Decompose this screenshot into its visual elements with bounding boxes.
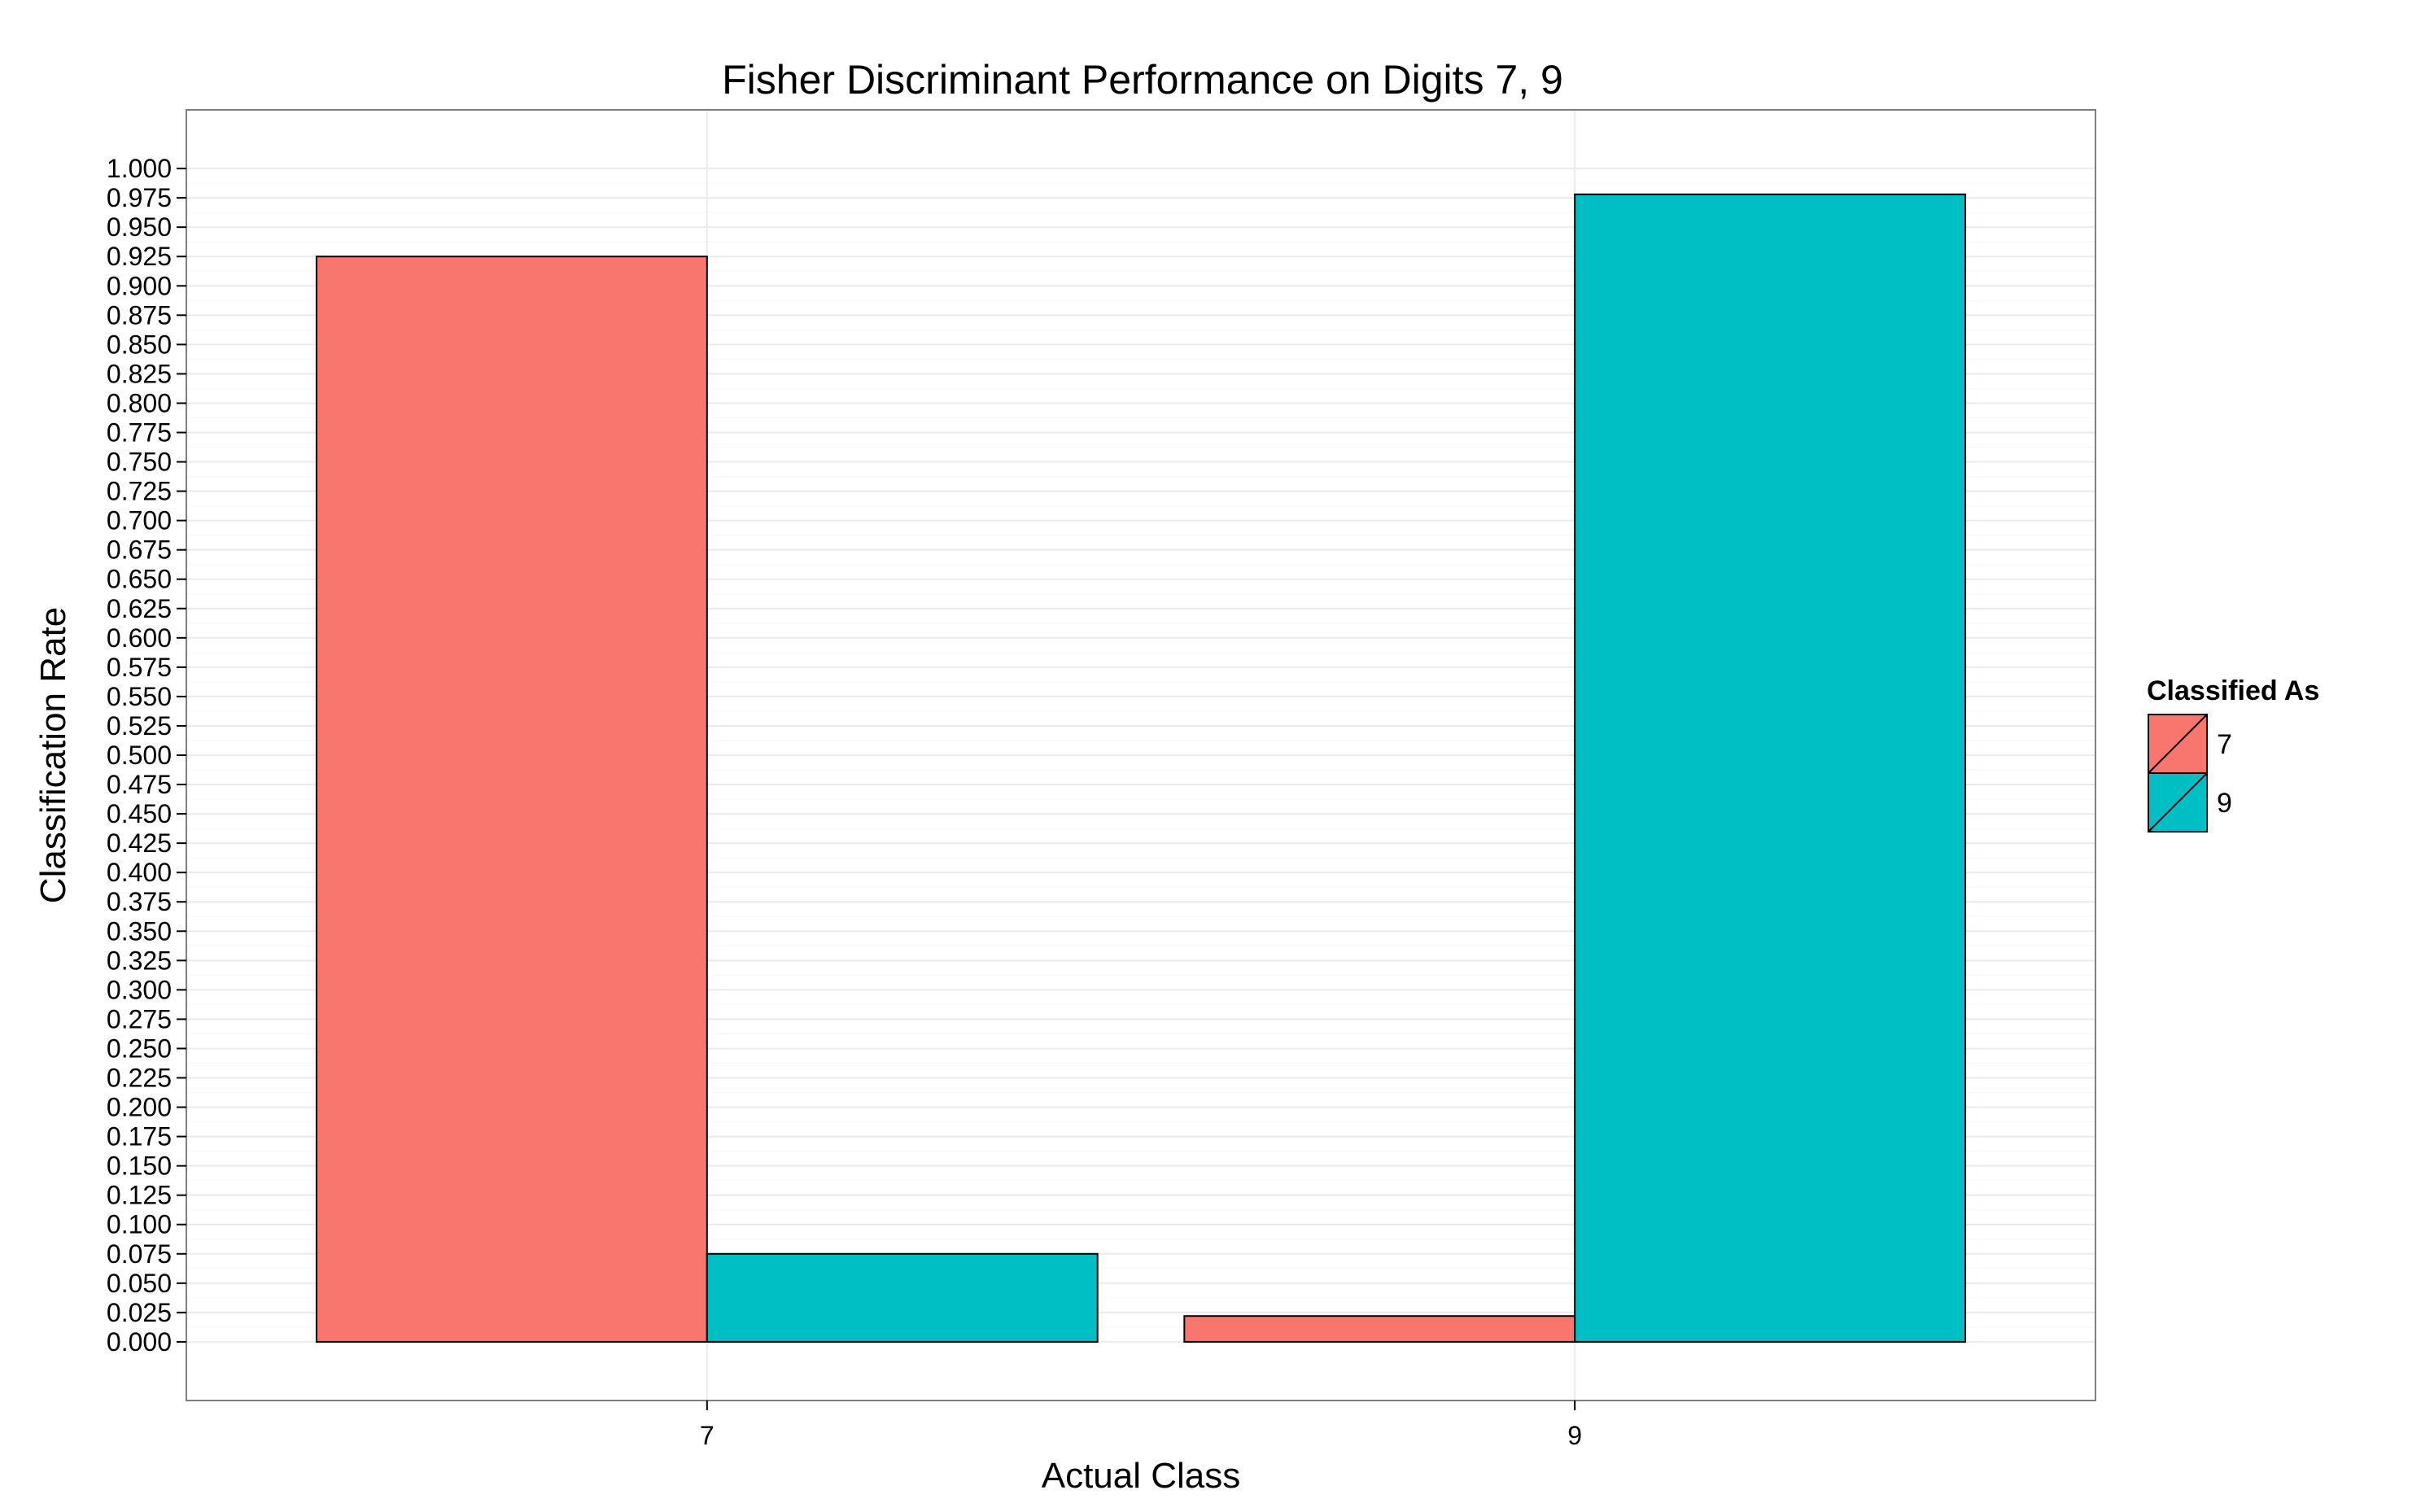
y-tick-label: 0.975 — [107, 183, 172, 212]
y-tick-label: 0.825 — [107, 359, 172, 388]
y-tick-label: 1.000 — [107, 154, 172, 183]
y-tick-label: 0.950 — [107, 212, 172, 242]
y-tick-label: 0.175 — [107, 1122, 172, 1151]
y-tick-label: 0.300 — [107, 975, 172, 1004]
bars — [315, 193, 1967, 1343]
y-tick-label: 0.225 — [107, 1064, 172, 1093]
y-tick-label: 0.375 — [107, 887, 172, 916]
y-tick-label: 0.625 — [107, 594, 172, 623]
legend: Classified As 7 9 — [2147, 675, 2319, 832]
bar-7-classified-9 — [706, 1252, 1099, 1343]
y-tick-label: 0.725 — [107, 477, 172, 506]
y-tick-label: 0.100 — [107, 1210, 172, 1239]
y-tick-label: 0.775 — [107, 418, 172, 448]
y-axis: 0.0000.0250.0500.0750.1000.1250.1500.175… — [107, 154, 186, 1357]
y-tick-label: 0.150 — [107, 1151, 172, 1181]
y-tick-label: 0.900 — [107, 271, 172, 300]
legend-key-slash — [2148, 772, 2208, 832]
y-tick-label: 0.800 — [107, 388, 172, 417]
y-tick-label: 0.550 — [107, 682, 172, 711]
chart-title: Fisher Discriminant Performance on Digit… — [722, 57, 1563, 103]
y-tick-label: 0.575 — [107, 653, 172, 682]
y-tick-label: 0.675 — [107, 535, 172, 565]
y-tick-label: 0.500 — [107, 741, 172, 770]
bar-7-classified-7 — [315, 256, 708, 1343]
y-tick-label: 0.025 — [107, 1298, 172, 1327]
y-tick-label: 0.525 — [107, 711, 172, 741]
legend-key-slash — [2148, 714, 2208, 774]
x-tick-label: 9 — [1567, 1421, 1582, 1450]
y-tick-label: 0.350 — [107, 916, 172, 946]
y-tick-label: 0.450 — [107, 799, 172, 828]
y-tick-label: 0.325 — [107, 946, 172, 975]
y-tick-label: 0.275 — [107, 1004, 172, 1033]
y-tick-label: 0.250 — [107, 1033, 172, 1063]
y-tick-label: 0.850 — [107, 330, 172, 359]
y-tick-label: 0.125 — [107, 1181, 172, 1210]
y-tick-label: 0.475 — [107, 770, 172, 799]
y-tick-label: 0.925 — [107, 242, 172, 271]
y-tick-label: 0.650 — [107, 565, 172, 594]
y-tick-label: 0.050 — [107, 1269, 172, 1298]
legend-title: Classified As — [2147, 675, 2319, 706]
y-tick-label: 0.075 — [107, 1239, 172, 1269]
y-tick-label: 0.000 — [107, 1327, 172, 1357]
y-tick-label: 0.875 — [107, 300, 172, 330]
legend-label: 9 — [2217, 788, 2232, 819]
bar-9-classified-7 — [1183, 1315, 1576, 1343]
y-tick-label: 0.400 — [107, 858, 172, 887]
bar-9-classified-9 — [1574, 193, 1967, 1343]
x-axis-label: Actual Class — [1042, 1456, 1241, 1496]
legend-label: 7 — [2217, 729, 2232, 760]
y-tick-label: 0.600 — [107, 623, 172, 653]
y-tick-label: 0.200 — [107, 1093, 172, 1122]
x-tick-label: 7 — [700, 1421, 715, 1450]
y-tick-label: 0.750 — [107, 448, 172, 477]
y-axis-label: Classification Rate — [33, 607, 73, 903]
y-tick-label: 0.700 — [107, 506, 172, 535]
y-tick-label: 0.425 — [107, 828, 172, 858]
